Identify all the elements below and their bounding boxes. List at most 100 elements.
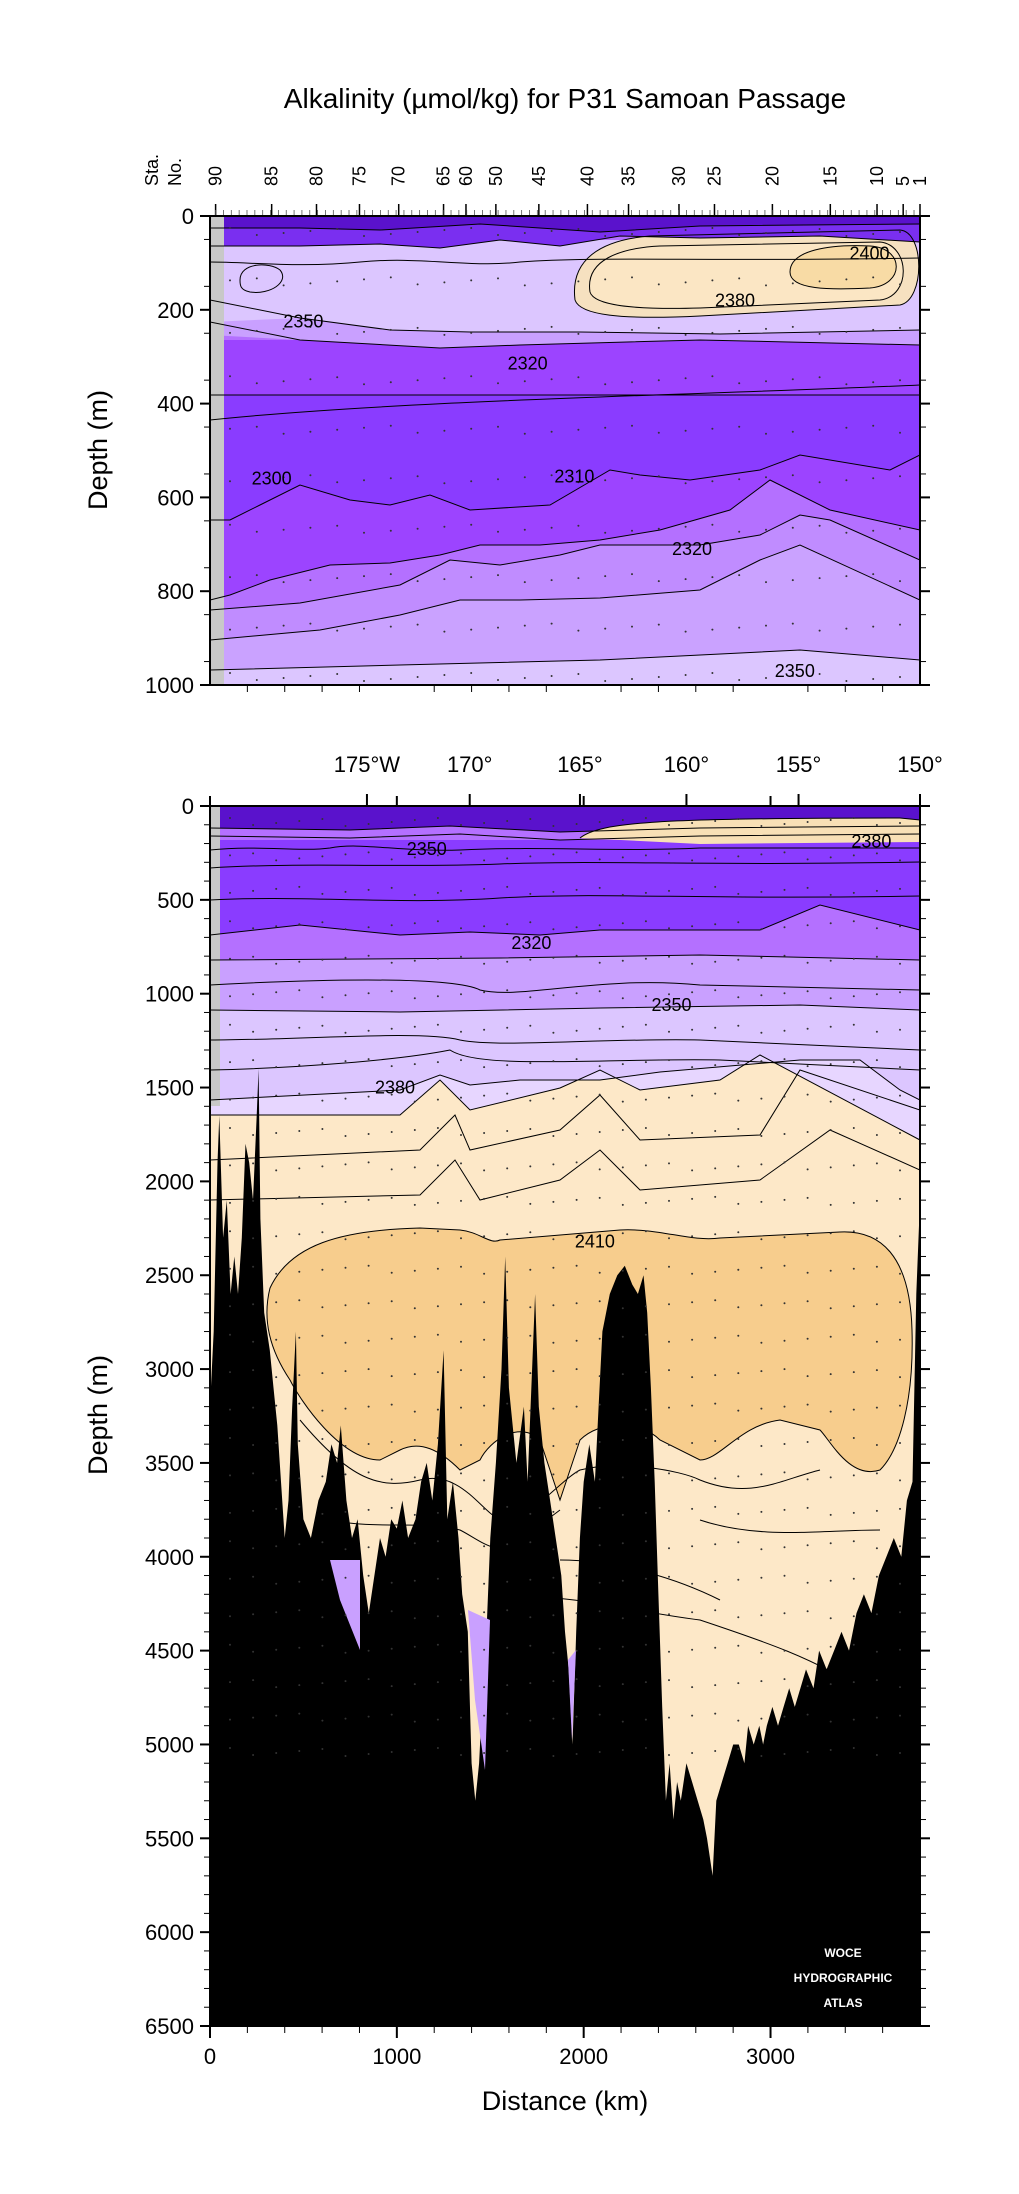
sample-dot: [899, 231, 901, 233]
sample-dot: [714, 1271, 716, 1273]
sample-dot: [529, 818, 531, 820]
top-y-tick-label: 1000: [145, 673, 194, 698]
sample-dot: [658, 580, 660, 582]
sample-dot: [390, 530, 392, 532]
bottom-panel-fill: 2350 23802320235023802410 WOCE HYDROGRAPH…: [210, 806, 920, 2026]
sample-dot: [807, 1714, 809, 1716]
sample-dot: [899, 1376, 901, 1378]
sample-dot: [229, 1409, 231, 1411]
sample-dot: [229, 1474, 231, 1476]
sample-dot: [819, 630, 821, 632]
sample-dot: [711, 375, 713, 377]
sample-dot: [390, 678, 392, 680]
sample-dot: [252, 1097, 254, 1099]
sample-dot: [321, 1231, 323, 1233]
sample-dot: [899, 528, 901, 530]
sample-dot: [460, 1651, 462, 1653]
station-label: 50: [486, 166, 506, 186]
sample-dot: [876, 1303, 878, 1305]
sample-dot: [622, 1373, 624, 1375]
sample-dot: [760, 1652, 762, 1654]
sample-dot: [576, 1058, 578, 1060]
sample-dot: [321, 1306, 323, 1308]
sample-dot: [622, 1336, 624, 1338]
sample-dot: [830, 1646, 832, 1648]
sample-dot: [599, 1272, 601, 1274]
sample-dot: [714, 923, 716, 925]
station-label: 40: [577, 166, 597, 186]
sample-dot: [391, 924, 393, 926]
sample-dot: [483, 1405, 485, 1407]
sample-dot: [437, 1127, 439, 1129]
sample-dot: [321, 959, 323, 961]
sample-dot: [321, 893, 323, 895]
sample-dot: [275, 859, 277, 861]
sample-dot: [229, 892, 231, 894]
sample-dot: [765, 232, 767, 234]
sample-dot: [599, 1168, 601, 1170]
sample-dot: [252, 1200, 254, 1202]
sample-dot: [460, 1369, 462, 1371]
sample-dot: [691, 963, 693, 965]
sample-dot: [872, 678, 874, 680]
sample-dot: [417, 528, 419, 530]
sample-dot: [784, 1236, 786, 1238]
sample-dot: [529, 1372, 531, 1374]
sample-dot: [830, 997, 832, 999]
sample-dot: [845, 235, 847, 237]
sample-dot: [417, 475, 419, 477]
bottom-y-tick-label: 3000: [145, 1357, 194, 1382]
sample-dot: [876, 852, 878, 854]
sample-dot: [737, 1203, 739, 1205]
sample-dot: [604, 532, 606, 534]
sample-dot: [738, 531, 740, 533]
sample-dot: [414, 1204, 416, 1206]
contour-label: 2320: [672, 539, 712, 559]
sample-dot: [414, 1063, 416, 1065]
sample-dot: [390, 381, 392, 383]
sample-dot: [576, 1302, 578, 1304]
sample-dot: [506, 1543, 508, 1545]
sample-dot: [391, 1478, 393, 1480]
sample-dot: [363, 628, 365, 630]
sample-dot: [711, 576, 713, 578]
sample-dot: [321, 1025, 323, 1027]
sample-dot: [668, 1754, 670, 1756]
sample-dot: [229, 1268, 231, 1270]
sample-dot: [645, 1540, 647, 1542]
sample-dot: [668, 1651, 670, 1653]
sample-dot: [368, 1716, 370, 1718]
sample-dot: [784, 1509, 786, 1511]
sample-dot: [853, 1615, 855, 1617]
sample-dot: [631, 276, 633, 278]
sample-dot: [368, 1096, 370, 1098]
longitude-label: 160°: [664, 752, 710, 777]
sample-dot: [443, 229, 445, 231]
sample-dot: [506, 1233, 508, 1235]
sample-dot: [622, 1270, 624, 1272]
sample-dot: [738, 277, 740, 279]
sample-dot: [529, 996, 531, 998]
sample-dot: [390, 425, 392, 427]
sample-dot: [577, 333, 579, 335]
sample-dot: [506, 1684, 508, 1686]
station-label: 35: [619, 166, 639, 186]
sample-dot: [853, 1540, 855, 1542]
sample-dot: [460, 927, 462, 929]
sample-dot: [691, 859, 693, 861]
sample-dot: [876, 1472, 878, 1474]
sample-dot: [711, 227, 713, 229]
sample-dot: [899, 859, 901, 861]
sample-dot: [576, 1199, 578, 1201]
sample-dot: [368, 1161, 370, 1163]
sample-dot: [830, 1166, 832, 1168]
sample-dot: [658, 432, 660, 434]
sample-dot: [830, 1439, 832, 1441]
sample-dot: [830, 1101, 832, 1103]
watermark-line-2: HYDROGRAPHIC: [794, 1971, 893, 1985]
sample-dot: [552, 1342, 554, 1344]
sample-dot: [577, 429, 579, 431]
sample-dot: [552, 1098, 554, 1100]
sample-dot: [256, 277, 258, 279]
sample-dot: [830, 1683, 832, 1685]
